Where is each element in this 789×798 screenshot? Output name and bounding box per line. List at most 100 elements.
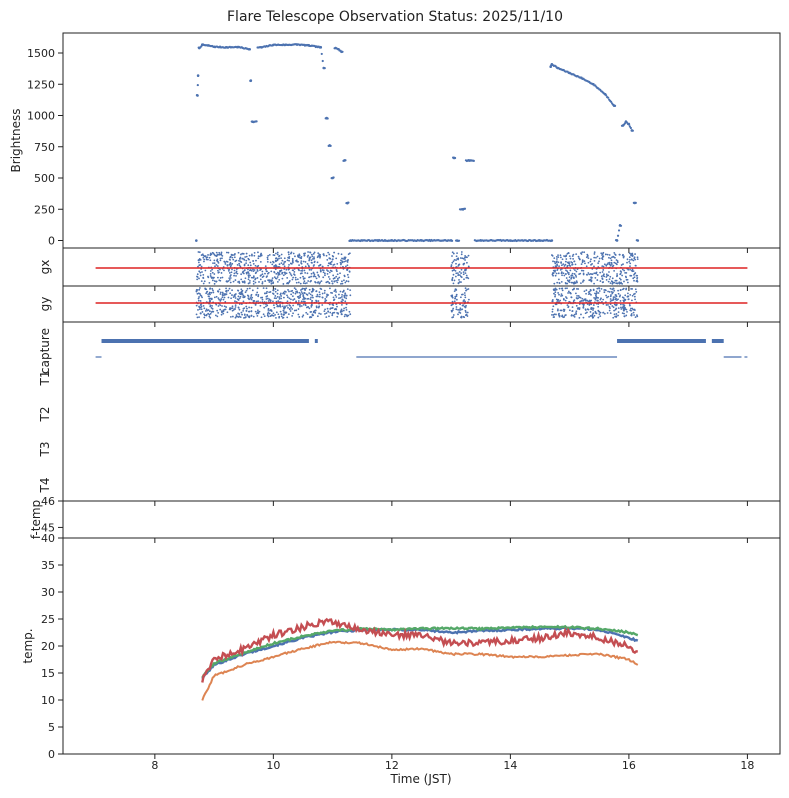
brightness-point [360, 239, 364, 242]
gy-noise-dot [295, 300, 297, 303]
gx-noise-dot [465, 276, 468, 279]
gy-noise-dot [621, 312, 624, 315]
gy-noise-dot [620, 308, 623, 310]
gx-noise-dot [288, 259, 290, 262]
gy-noise-dot [592, 289, 595, 292]
gx-noise-dot [459, 274, 461, 277]
gx-noise-dot [231, 256, 234, 259]
gx-noise-dot [621, 282, 624, 285]
gx-noise-dot [553, 257, 556, 260]
gy-noise-dot [300, 300, 303, 303]
gy-noise-dot [234, 308, 237, 310]
gx-noise-dot [455, 259, 457, 262]
gx-noise-dot [453, 258, 456, 261]
gx-noise-dot [344, 257, 347, 260]
gy-noise-dot [210, 291, 213, 294]
gx-noise-dot [208, 281, 211, 284]
gy-noise-dot [209, 304, 212, 307]
gy-noise-dot [582, 299, 585, 302]
gx-noise-dot [231, 268, 233, 271]
gx-noise-dot [273, 254, 276, 257]
gy-noise-dot [624, 294, 627, 297]
gx-noise-dot [616, 261, 619, 264]
gy-noise-dot [299, 293, 302, 296]
gx-noise-dot [211, 268, 214, 271]
gx-noise-dot [318, 264, 321, 267]
brightness-point [633, 201, 637, 205]
gx-noise-dot [451, 278, 454, 281]
gx-noise-dot [303, 269, 306, 272]
gy-noise-dot [589, 288, 592, 291]
gx-noise-dot [631, 268, 634, 271]
gx-noise-dot [634, 272, 637, 274]
gx-noise-dot [561, 258, 564, 261]
brightness-point [580, 76, 583, 80]
gy-noise-dot [265, 292, 268, 295]
gx-noise-dot [284, 271, 286, 274]
gy-noise-dot [634, 316, 637, 318]
brightness-point [550, 62, 554, 66]
gy-noise-dot [230, 297, 233, 300]
gy-noise-dot [277, 300, 280, 302]
gx-noise-dot [256, 270, 259, 272]
gy-noise-dot [205, 313, 208, 316]
gx-noise-dot [283, 257, 286, 260]
gy-noise-dot [560, 309, 563, 312]
gy-noise-dot [455, 306, 458, 308]
gx-noise-dot [220, 251, 223, 254]
gy-noise-dot [251, 296, 254, 299]
gx-noise-dot [280, 257, 282, 260]
gy-noise-dot [339, 290, 342, 293]
gx-noise-dot [632, 259, 635, 262]
gx-noise-dot [340, 253, 343, 256]
gy-noise-dot [345, 294, 348, 297]
gy-noise-dot [587, 291, 590, 294]
brightness-panel-frame [62, 32, 781, 249]
brightness-point [340, 50, 343, 54]
gy-noise-dot [195, 313, 198, 316]
gy-noise-dot [552, 316, 555, 319]
gx-noise-dot [304, 271, 307, 274]
gx-noise-dot [309, 251, 311, 254]
brightness-y-tick-label: 1250 [27, 78, 55, 91]
gy-noise-dot [285, 311, 288, 314]
gy-noise-dot [290, 298, 292, 301]
gx-noise-dot [249, 261, 252, 264]
gx-noise-dot [204, 255, 207, 257]
gx-noise-dot [198, 251, 201, 254]
gy-noise-dot [266, 312, 269, 315]
gx-noise-dot [629, 262, 632, 265]
gy-noise-dot [324, 300, 327, 302]
gy-noise-dot [294, 288, 297, 291]
gx-noise-dot [241, 252, 244, 255]
gy-noise-dot [459, 307, 462, 310]
gy-noise-dot [340, 313, 343, 316]
gx-noise-dot [280, 253, 283, 256]
brightness-point [331, 176, 334, 180]
gy-noise-dot [307, 297, 310, 300]
gx-noise-dot [197, 261, 200, 264]
gy-noise-dot [219, 300, 222, 302]
gy-noise-dot [606, 296, 608, 299]
gx-noise-dot [582, 279, 585, 282]
gx-noise-dot [327, 262, 330, 265]
gx-noise-dot [199, 271, 202, 274]
gx-noise-dot [564, 281, 567, 284]
gy-noise-dot [334, 288, 337, 291]
gy-panel-frame [62, 285, 781, 323]
gy-noise-dot [237, 312, 240, 315]
gy-noise-dot [455, 308, 458, 311]
gx-noise-dot [610, 280, 613, 283]
temp-series-green [201, 624, 639, 679]
gy-noise-dot [272, 314, 275, 317]
gx-noise-dot [202, 273, 205, 276]
gx-noise-dot [291, 257, 294, 260]
gx-noise-dot [218, 253, 221, 256]
gy-noise-dot [215, 295, 218, 298]
gx-noise-dot [307, 251, 309, 253]
gy-noise-dot [321, 296, 324, 299]
gy-noise-dot [267, 300, 270, 302]
gy-noise-dot [591, 315, 594, 318]
gx-noise-dot [310, 272, 313, 275]
gx-noise-dot [593, 251, 596, 254]
